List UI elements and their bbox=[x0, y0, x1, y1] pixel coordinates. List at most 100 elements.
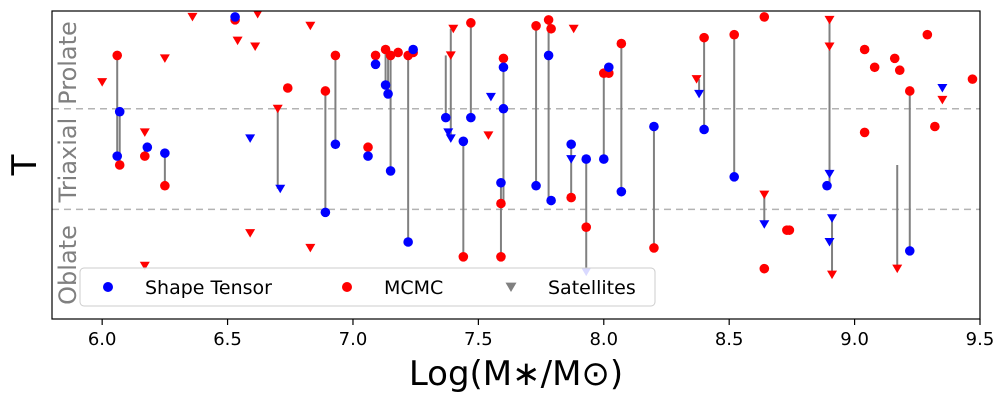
legend-box bbox=[79, 267, 656, 307]
axes: 6.0 6.5 7.0 7.5 8.0 8.5 9.0 9.5 Log(M∗/M⊙) T bbox=[5, 10, 995, 394]
mcmc-point bbox=[566, 192, 576, 203]
legend-label: MCMC bbox=[384, 277, 443, 299]
legend-label: Satellites bbox=[548, 277, 636, 299]
mcmc-point bbox=[930, 121, 940, 132]
mcmc-point bbox=[140, 151, 150, 161]
x-tick-label: 6.0 bbox=[88, 329, 117, 350]
mcmc-point bbox=[498, 53, 509, 64]
mcmc-point bbox=[458, 252, 469, 262]
mcmc-point bbox=[282, 83, 293, 93]
shape-tensor-point bbox=[822, 180, 832, 191]
mcmc-point bbox=[759, 263, 770, 274]
shape-tensor-point bbox=[604, 62, 614, 73]
mcmc-point bbox=[581, 222, 592, 232]
satellite-point bbox=[253, 11, 263, 19]
shape-tensor-point bbox=[320, 207, 331, 218]
shape-tensor-point bbox=[112, 151, 123, 161]
mcmc-point bbox=[330, 50, 341, 61]
region-label-triaxial: Triaxial bbox=[54, 118, 82, 204]
satellite-point bbox=[250, 42, 261, 52]
shape-tensor-point bbox=[380, 80, 391, 90]
shape-tensor-point bbox=[616, 186, 627, 197]
region-label-oblate: Oblate bbox=[54, 225, 82, 305]
satellite-point bbox=[159, 54, 170, 63]
mcmc-point bbox=[894, 65, 905, 76]
satellite-point bbox=[568, 24, 579, 34]
shape-tensor-point bbox=[408, 44, 418, 55]
mcmc-point bbox=[320, 86, 331, 96]
shape-tensor-point bbox=[370, 59, 381, 70]
mcmc-point bbox=[759, 12, 770, 22]
shape-tensor-point bbox=[498, 103, 509, 114]
satellite-point bbox=[245, 134, 256, 143]
satellite-point bbox=[827, 270, 838, 280]
shape-tensor-point bbox=[142, 142, 153, 153]
mcmc-point bbox=[649, 243, 659, 253]
shape-tensor-point bbox=[649, 121, 659, 132]
region-label-prolate: Prolate bbox=[54, 21, 82, 105]
satellite-point bbox=[232, 36, 243, 46]
satellite-point bbox=[824, 42, 835, 52]
mcmc-point bbox=[114, 160, 125, 170]
mcmc-point bbox=[729, 29, 740, 40]
satellite-point bbox=[759, 190, 770, 200]
mcmc-point bbox=[869, 62, 880, 73]
satellite-point bbox=[187, 12, 198, 22]
satellite-point bbox=[937, 95, 948, 105]
legend-marker bbox=[505, 282, 517, 292]
satellite-point bbox=[824, 238, 835, 247]
shape-tensor-point bbox=[699, 124, 709, 135]
x-axis-title: Log(M∗/M⊙) bbox=[409, 354, 623, 394]
shape-tensor-point bbox=[114, 106, 125, 117]
mcmc-point bbox=[393, 47, 403, 58]
mcmc-point bbox=[616, 38, 627, 49]
plot-area: Oblate Triaxial Prolate bbox=[52, 11, 980, 305]
shape-tensor-point bbox=[440, 112, 451, 123]
satellite-point bbox=[305, 21, 316, 31]
shape-tensor-point bbox=[160, 148, 170, 158]
mcmc-point bbox=[363, 142, 373, 153]
satellite-point bbox=[139, 261, 150, 271]
mcmc-point bbox=[859, 127, 870, 138]
satellite-point bbox=[139, 128, 150, 137]
satellite-point bbox=[445, 51, 456, 60]
mcmc-point bbox=[496, 198, 506, 209]
mcmc-point bbox=[889, 53, 900, 64]
mcmc-point bbox=[531, 21, 541, 31]
satellite-point bbox=[275, 184, 286, 194]
x-tick-label: 6.5 bbox=[213, 329, 242, 350]
mcmc-point bbox=[466, 18, 476, 28]
mcmc-point bbox=[112, 50, 123, 61]
mcmc-point bbox=[904, 86, 915, 96]
shape-tensor-point bbox=[383, 89, 393, 99]
x-tick-label: 8.5 bbox=[715, 329, 744, 350]
shape-tensor-point bbox=[363, 151, 373, 161]
satellite-point bbox=[448, 24, 459, 34]
satellite-point bbox=[824, 169, 835, 179]
shape-tensor-point bbox=[566, 139, 576, 150]
satellite-point bbox=[566, 155, 577, 164]
x-tick-label: 9.0 bbox=[840, 329, 869, 350]
mcmc-point bbox=[546, 23, 556, 34]
satellite-point bbox=[892, 264, 903, 274]
satellite-point bbox=[759, 220, 770, 229]
shape-tensor-point bbox=[466, 112, 476, 123]
mcmc-point bbox=[370, 50, 381, 61]
shape-tensor-point bbox=[403, 237, 413, 247]
satellite-point bbox=[824, 15, 835, 25]
shape-tensor-point bbox=[330, 139, 341, 150]
shape-tensor-point bbox=[546, 195, 556, 206]
shape-tensor-point bbox=[385, 166, 396, 176]
y-axis-title: T bbox=[5, 154, 45, 176]
satellite-point bbox=[485, 92, 496, 102]
mcmc-point bbox=[543, 15, 554, 25]
mcmc-point bbox=[784, 225, 795, 235]
satellite-point bbox=[483, 131, 494, 140]
legend-marker bbox=[103, 282, 113, 292]
legend: Shape Tensor MCMC Satellites bbox=[79, 267, 656, 307]
x-tick-label: 9.5 bbox=[966, 329, 995, 350]
x-tick-label: 7.0 bbox=[339, 329, 368, 350]
mcmc-point bbox=[160, 180, 170, 191]
satellite-point bbox=[691, 75, 702, 84]
mcmc-point bbox=[859, 44, 870, 55]
